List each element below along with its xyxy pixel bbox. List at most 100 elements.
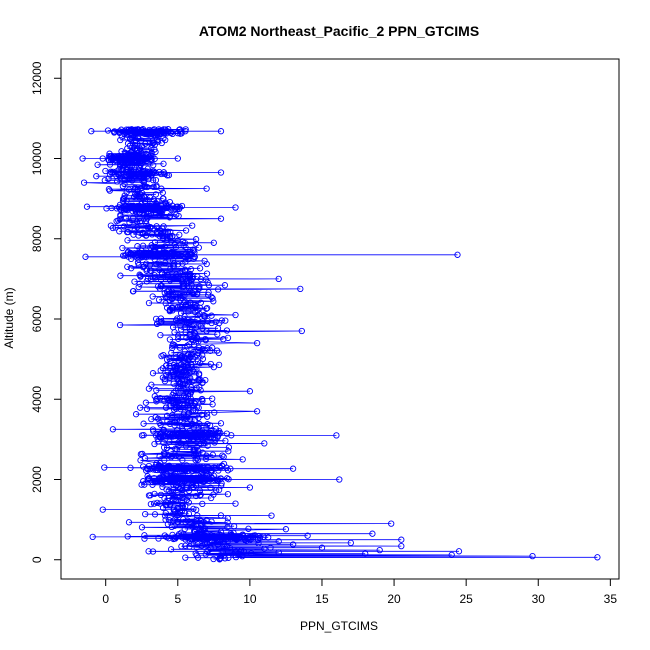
data-point [149, 293, 156, 300]
data-point [203, 410, 211, 417]
data-point [173, 271, 180, 278]
data-point [195, 424, 202, 431]
data-point [232, 311, 239, 319]
data-point [217, 512, 225, 519]
data-point [203, 304, 211, 312]
data-point [161, 377, 169, 385]
data-point [128, 265, 135, 272]
y-tick-label: 4000 [30, 386, 44, 413]
data-point [205, 289, 212, 296]
data-point [131, 278, 138, 285]
data-point [224, 334, 232, 342]
y-tick-label: 2000 [30, 466, 44, 493]
data-point [196, 420, 203, 428]
data-point [173, 416, 181, 423]
data-point [132, 126, 139, 133]
data-point [153, 223, 160, 230]
data-point [194, 316, 201, 323]
data-point [142, 194, 149, 201]
data-point [162, 136, 169, 144]
data-point [131, 184, 139, 191]
data-point [193, 324, 200, 331]
data-point [168, 248, 175, 256]
data-point [127, 464, 134, 471]
data-point [454, 251, 461, 258]
data-point [177, 405, 184, 413]
data-point [154, 283, 162, 290]
data-point [196, 384, 203, 391]
data-point [138, 126, 145, 134]
data-point [115, 171, 122, 178]
data-point [192, 240, 200, 247]
data-point [193, 366, 200, 373]
data-point [225, 448, 232, 455]
data-point [132, 411, 140, 418]
data-point [169, 398, 176, 405]
data-point [186, 415, 194, 423]
data-point [157, 460, 164, 467]
data-point [197, 517, 204, 524]
data-point [197, 299, 204, 306]
data-point [155, 535, 162, 542]
data-point [192, 492, 200, 500]
data-point [209, 451, 216, 458]
data-point [217, 555, 224, 562]
data-point [398, 542, 405, 550]
data-point [159, 195, 167, 202]
data-point [122, 215, 130, 222]
data-point [105, 153, 113, 160]
data-point [207, 360, 214, 368]
data-point [217, 528, 225, 535]
data-point [152, 414, 159, 421]
data-point [181, 266, 189, 273]
data-point [142, 150, 150, 158]
data-point [218, 482, 225, 489]
data-point [151, 490, 158, 498]
data-point [202, 376, 209, 384]
data-point [160, 126, 167, 133]
data-point [204, 291, 212, 298]
data-point [160, 160, 167, 167]
data-point [220, 460, 228, 468]
data-point [182, 542, 189, 549]
data-point [246, 533, 253, 541]
data-point [170, 380, 177, 387]
data-point [118, 126, 125, 133]
data-point [198, 542, 205, 549]
data-point [169, 341, 177, 348]
data-point [182, 227, 190, 234]
data-point [150, 168, 157, 175]
data-point [183, 382, 190, 389]
data-point [196, 283, 203, 290]
data-point [151, 272, 158, 279]
data-point [238, 547, 245, 554]
data-point [184, 390, 192, 398]
data-point [116, 321, 124, 329]
data-point [251, 532, 259, 539]
data-point [188, 474, 195, 481]
data-point [128, 126, 135, 133]
data-point [170, 517, 177, 524]
data-point [189, 523, 196, 530]
data-point [336, 476, 343, 483]
data-point [186, 270, 194, 278]
data-point [141, 481, 148, 488]
data-point [160, 444, 168, 451]
data-point [210, 491, 217, 498]
data-point [169, 531, 176, 539]
data-point [174, 332, 182, 339]
data-point [140, 431, 147, 439]
data-point [178, 326, 185, 333]
data-point [170, 389, 177, 397]
data-point [184, 484, 191, 491]
data-point [202, 455, 210, 463]
data-point [169, 324, 177, 331]
data-point [144, 165, 151, 172]
data-point [141, 535, 148, 542]
x-tick-label: 25 [459, 592, 473, 606]
data-point [199, 345, 206, 353]
data-point [211, 409, 218, 416]
data-point [298, 327, 305, 335]
data-point [289, 541, 297, 548]
